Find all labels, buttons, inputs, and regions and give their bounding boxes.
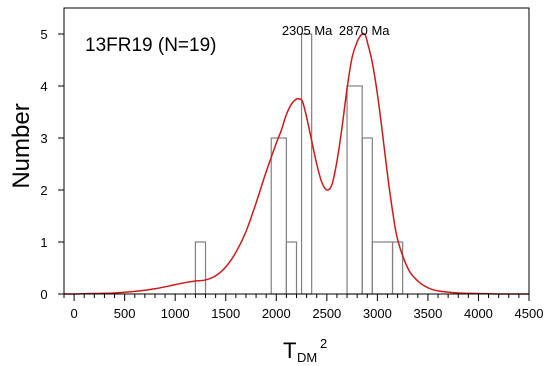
peak-label: 2870 Ma <box>339 23 390 38</box>
x-tick-label: 1000 <box>161 306 190 321</box>
x-tick-label: 2000 <box>262 306 291 321</box>
y-tick-label: 1 <box>40 235 47 250</box>
histogram-bar <box>285 241 298 295</box>
histogram-bar <box>361 137 373 295</box>
y-tick-label: 5 <box>40 27 47 42</box>
histogram-bars <box>194 33 404 295</box>
x-axis-label-superscript: 2 <box>320 336 327 351</box>
x-axis-label-main: T <box>283 338 296 363</box>
histogram-bar <box>270 137 287 295</box>
histogram-bar <box>346 85 363 295</box>
x-tick-label: 0 <box>70 306 77 321</box>
x-tick-label: 3500 <box>413 306 442 321</box>
x-tick-label: 4000 <box>464 306 493 321</box>
x-tick-label: 1500 <box>211 306 240 321</box>
y-tick-label: 2 <box>40 183 47 198</box>
y-axis-label: Number <box>8 103 35 188</box>
x-tick-label: 3000 <box>363 306 392 321</box>
y-tick-label: 3 <box>40 131 47 146</box>
sample-annotation: 13FR19 (N=19) <box>85 35 216 56</box>
peak-labels: 2305 Ma 2870 Ma <box>282 23 390 38</box>
y-tick-label: 0 <box>40 287 47 302</box>
density-curve <box>63 32 530 295</box>
histogram-bar <box>371 241 394 295</box>
histogram-bar <box>194 241 207 295</box>
peak-label: 2305 Ma <box>282 23 333 38</box>
x-tick-label: 500 <box>114 306 136 321</box>
y-tick-label: 4 <box>40 79 47 94</box>
x-tick-label: 2500 <box>312 306 341 321</box>
histogram-bar <box>300 33 313 295</box>
x-axis-ticks: 0 500 1000 1500 2000 2500 3000 3500 4000 4500 <box>63 294 544 321</box>
x-axis-label-subscript: DM <box>297 350 317 365</box>
x-axis-label: T DM 2 <box>283 336 327 365</box>
x-tick-label: 4500 <box>515 306 544 321</box>
y-axis-ticks: 0 1 2 3 4 5 <box>40 27 64 302</box>
